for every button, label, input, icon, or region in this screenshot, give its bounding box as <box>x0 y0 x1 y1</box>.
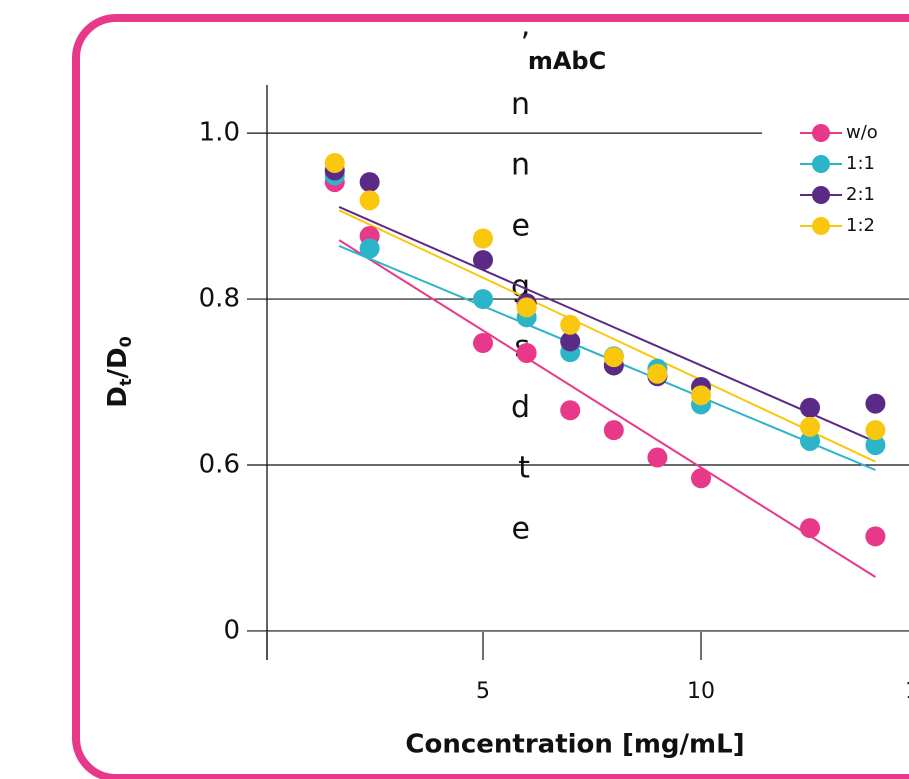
data-point <box>473 228 494 249</box>
data-point <box>800 416 821 437</box>
side-text: n <box>511 148 530 183</box>
y-tick-label: 1.0 <box>199 118 240 148</box>
side-text: e <box>512 511 530 546</box>
data-point <box>516 297 537 318</box>
data-point <box>560 400 581 421</box>
legend-marker <box>812 124 830 142</box>
data-point <box>560 331 581 352</box>
data-point <box>800 397 821 418</box>
data-point <box>691 385 712 406</box>
data-point <box>359 238 380 259</box>
legend-label: 1:2 <box>846 215 875 236</box>
data-point <box>647 447 668 468</box>
y-label-part: D <box>103 386 133 408</box>
x-tick-label: 15 <box>905 679 909 704</box>
legend-marker <box>812 155 830 173</box>
x-tick-label: 5 <box>476 679 490 704</box>
trend-line <box>338 239 876 578</box>
y-tick-label: 0.8 <box>199 284 240 314</box>
data-point <box>560 314 581 335</box>
data-point <box>359 172 380 193</box>
data-point <box>324 152 345 173</box>
data-point <box>473 289 494 310</box>
side-text: d <box>511 390 530 425</box>
y-label-sub: t <box>116 378 135 386</box>
y-tick-label: 0.6 <box>199 450 240 480</box>
data-point <box>647 363 668 384</box>
data-point <box>603 420 624 441</box>
x-axis-label: Concentration [mg/mL] <box>405 730 744 760</box>
y-label-sub: 0 <box>116 336 135 347</box>
data-point <box>359 190 380 211</box>
side-text: ’ <box>520 27 530 62</box>
data-point <box>865 420 886 441</box>
trend-line <box>338 209 876 463</box>
data-point <box>603 347 624 368</box>
data-point <box>865 526 886 547</box>
data-point <box>800 430 821 451</box>
data-point <box>473 250 494 271</box>
data-point <box>865 435 886 456</box>
data-point <box>516 343 537 364</box>
y-axis-label: Dt/D0 <box>103 336 135 407</box>
side-text: t <box>518 451 530 486</box>
side-text: n <box>511 87 530 122</box>
legend-marker <box>812 186 830 204</box>
chart-title: mAbC <box>528 47 606 75</box>
data-point <box>691 468 712 489</box>
legend-background <box>762 115 909 243</box>
frame <box>72 14 909 779</box>
y-label-part: /D <box>103 347 133 378</box>
data-point <box>800 518 821 539</box>
y-tick-label: 0 <box>223 615 240 645</box>
legend-label: 1:1 <box>846 153 875 174</box>
x-tick-label: 10 <box>687 679 715 704</box>
trend-line <box>338 206 876 443</box>
legend-label: w/o <box>846 122 878 143</box>
legend-label: 2:1 <box>846 184 875 205</box>
data-point <box>473 333 494 354</box>
legend-marker <box>812 217 830 235</box>
side-text: e <box>512 208 530 243</box>
data-point <box>865 393 886 414</box>
